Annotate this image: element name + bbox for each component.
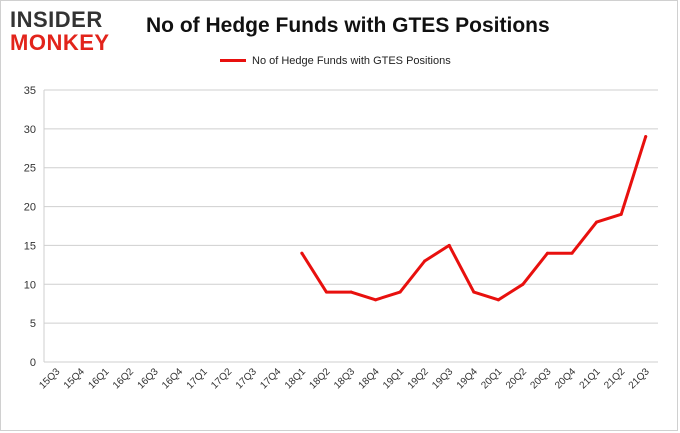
x-tick-label: 16Q3	[136, 366, 161, 391]
data-point	[595, 220, 599, 224]
x-axis-ticks: 15Q3 15Q4 16Q1 16Q2 16Q3 16Q4 17Q1 17Q2 17Q3 17Q4…	[37, 366, 652, 391]
gridlines	[43, 89, 658, 363]
x-tick-label: 19Q3	[430, 366, 455, 391]
data-point	[472, 290, 476, 294]
y-tick-label: 20	[24, 202, 36, 214]
x-tick-label: 15Q4	[62, 366, 87, 391]
x-tick-label: 17Q4	[258, 366, 283, 391]
x-tick-label: 20Q3	[529, 366, 554, 391]
legend-label: No of Hedge Funds with GTES Positions	[252, 55, 451, 67]
y-tick-label: 35	[24, 85, 36, 97]
x-tick-label: 16Q4	[160, 366, 185, 391]
x-tick-label: 19Q2	[406, 366, 431, 391]
series-lines	[300, 135, 648, 302]
data-point	[423, 259, 427, 263]
data-point	[644, 135, 648, 139]
x-tick-label: 18Q1	[283, 366, 308, 391]
y-tick-label: 25	[24, 163, 36, 175]
legend-swatch	[220, 58, 246, 62]
data-point	[496, 298, 500, 302]
logo-line-2: MONKEY	[10, 30, 110, 55]
x-tick-label: 19Q1	[381, 366, 406, 391]
x-tick-label: 21Q3	[627, 366, 652, 391]
data-point	[521, 282, 525, 286]
x-tick-label: 17Q3	[234, 366, 259, 391]
x-tick-label: 18Q4	[357, 366, 382, 391]
data-point	[619, 212, 623, 216]
data-point	[374, 298, 378, 302]
y-axis-ticks: 0 5 10 15 20 25 30 35	[24, 85, 36, 369]
x-tick-label: 20Q4	[553, 366, 578, 391]
data-point	[398, 290, 402, 294]
x-tick-label: 18Q2	[307, 366, 332, 391]
data-point	[570, 251, 574, 255]
data-point	[300, 251, 304, 255]
x-tick-label: 16Q2	[111, 366, 136, 391]
insider-monkey-logo: INSIDER MONKEY	[10, 9, 128, 55]
x-tick-label: 21Q2	[602, 366, 627, 391]
logo-line-1: INSIDER	[10, 7, 103, 32]
series-line-0	[300, 135, 648, 302]
y-tick-label: 0	[30, 357, 36, 369]
x-tick-label: 17Q1	[185, 366, 210, 391]
data-point	[545, 251, 549, 255]
y-tick-label: 10	[24, 279, 36, 291]
chart-legend: No of Hedge Funds with GTES Positions	[220, 55, 451, 71]
data-point	[324, 290, 328, 294]
data-point	[447, 243, 451, 247]
x-tick-label: 17Q2	[209, 366, 234, 391]
x-tick-label: 21Q1	[578, 366, 603, 391]
x-tick-label: 20Q1	[479, 366, 504, 391]
x-tick-label: 20Q2	[504, 366, 529, 391]
x-tick-label: 18Q3	[332, 366, 357, 391]
y-tick-label: 15	[24, 240, 36, 252]
y-tick-label: 5	[30, 318, 36, 330]
x-tick-label: 19Q4	[455, 366, 480, 391]
chart-title: No of Hedge Funds with GTES Positions	[146, 14, 550, 37]
data-point	[349, 290, 353, 294]
x-tick-label: 16Q1	[86, 366, 111, 391]
y-tick-label: 30	[24, 124, 36, 136]
x-tick-label: 15Q3	[37, 366, 62, 391]
